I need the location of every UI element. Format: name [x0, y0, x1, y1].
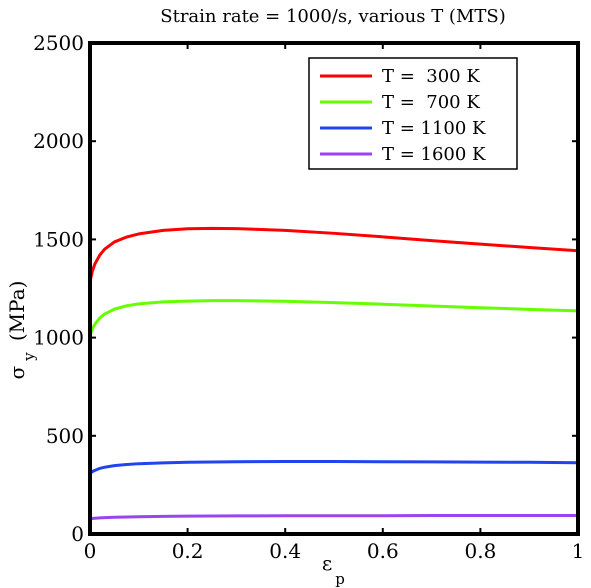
- x-axis-label: ε p: [322, 551, 345, 588]
- y-tick-label: 1000: [33, 326, 84, 350]
- x-axis-label-subscript: p: [335, 570, 345, 588]
- legend: T = 300 K T = 700 K T = 1100 K T = 1600 K: [308, 57, 518, 170]
- svg-text:σ y (MPa): σ y (MPa): [5, 281, 38, 380]
- series-line-3: [88, 514, 580, 521]
- plot-frame: [88, 41, 580, 536]
- x-tick-label: 1: [572, 539, 585, 563]
- x-tick-labels: 0 0.2 0.4 0.6 0.8 1: [84, 539, 585, 563]
- legend-label-3: T = 1600 K: [382, 144, 486, 165]
- series-line-2: [88, 460, 580, 476]
- x-tick-label: 0.8: [464, 539, 496, 563]
- y-tick-label: 0: [71, 522, 84, 546]
- chart-title: Strain rate = 1000/s, various T (MTS): [160, 6, 505, 27]
- y-tick-label: 2000: [33, 129, 84, 153]
- legend-label-1: T = 700 K: [382, 92, 480, 113]
- legend-label-0: T = 300 K: [382, 66, 480, 87]
- x-tick-label: 0.6: [367, 539, 399, 563]
- y-axis-label-symbol: σ: [5, 365, 29, 379]
- y-axis-label-subscript: y: [20, 352, 38, 362]
- legend-label-2: T = 1100 K: [382, 118, 486, 139]
- x-tick-label: 0.2: [172, 539, 204, 563]
- y-tick-label: 1500: [33, 227, 84, 251]
- y-tick-labels: 0 500 1000 1500 2000 2500: [33, 31, 84, 546]
- y-tick-label: 2500: [33, 31, 84, 55]
- x-tick-label: 0: [84, 539, 97, 563]
- legend-items: T = 300 K T = 700 K T = 1100 K T = 1600 K: [320, 66, 486, 165]
- x-tick-label: 0.4: [269, 539, 301, 563]
- series-layer: [88, 226, 580, 521]
- series-line-0: [88, 226, 580, 284]
- y-axis-label: σ y (MPa): [5, 281, 38, 380]
- y-axis-label-unit: (MPa): [5, 281, 29, 342]
- x-axis-label-symbol: ε: [322, 551, 332, 575]
- series-line-1: [88, 299, 580, 338]
- y-tick-label: 500: [46, 424, 84, 448]
